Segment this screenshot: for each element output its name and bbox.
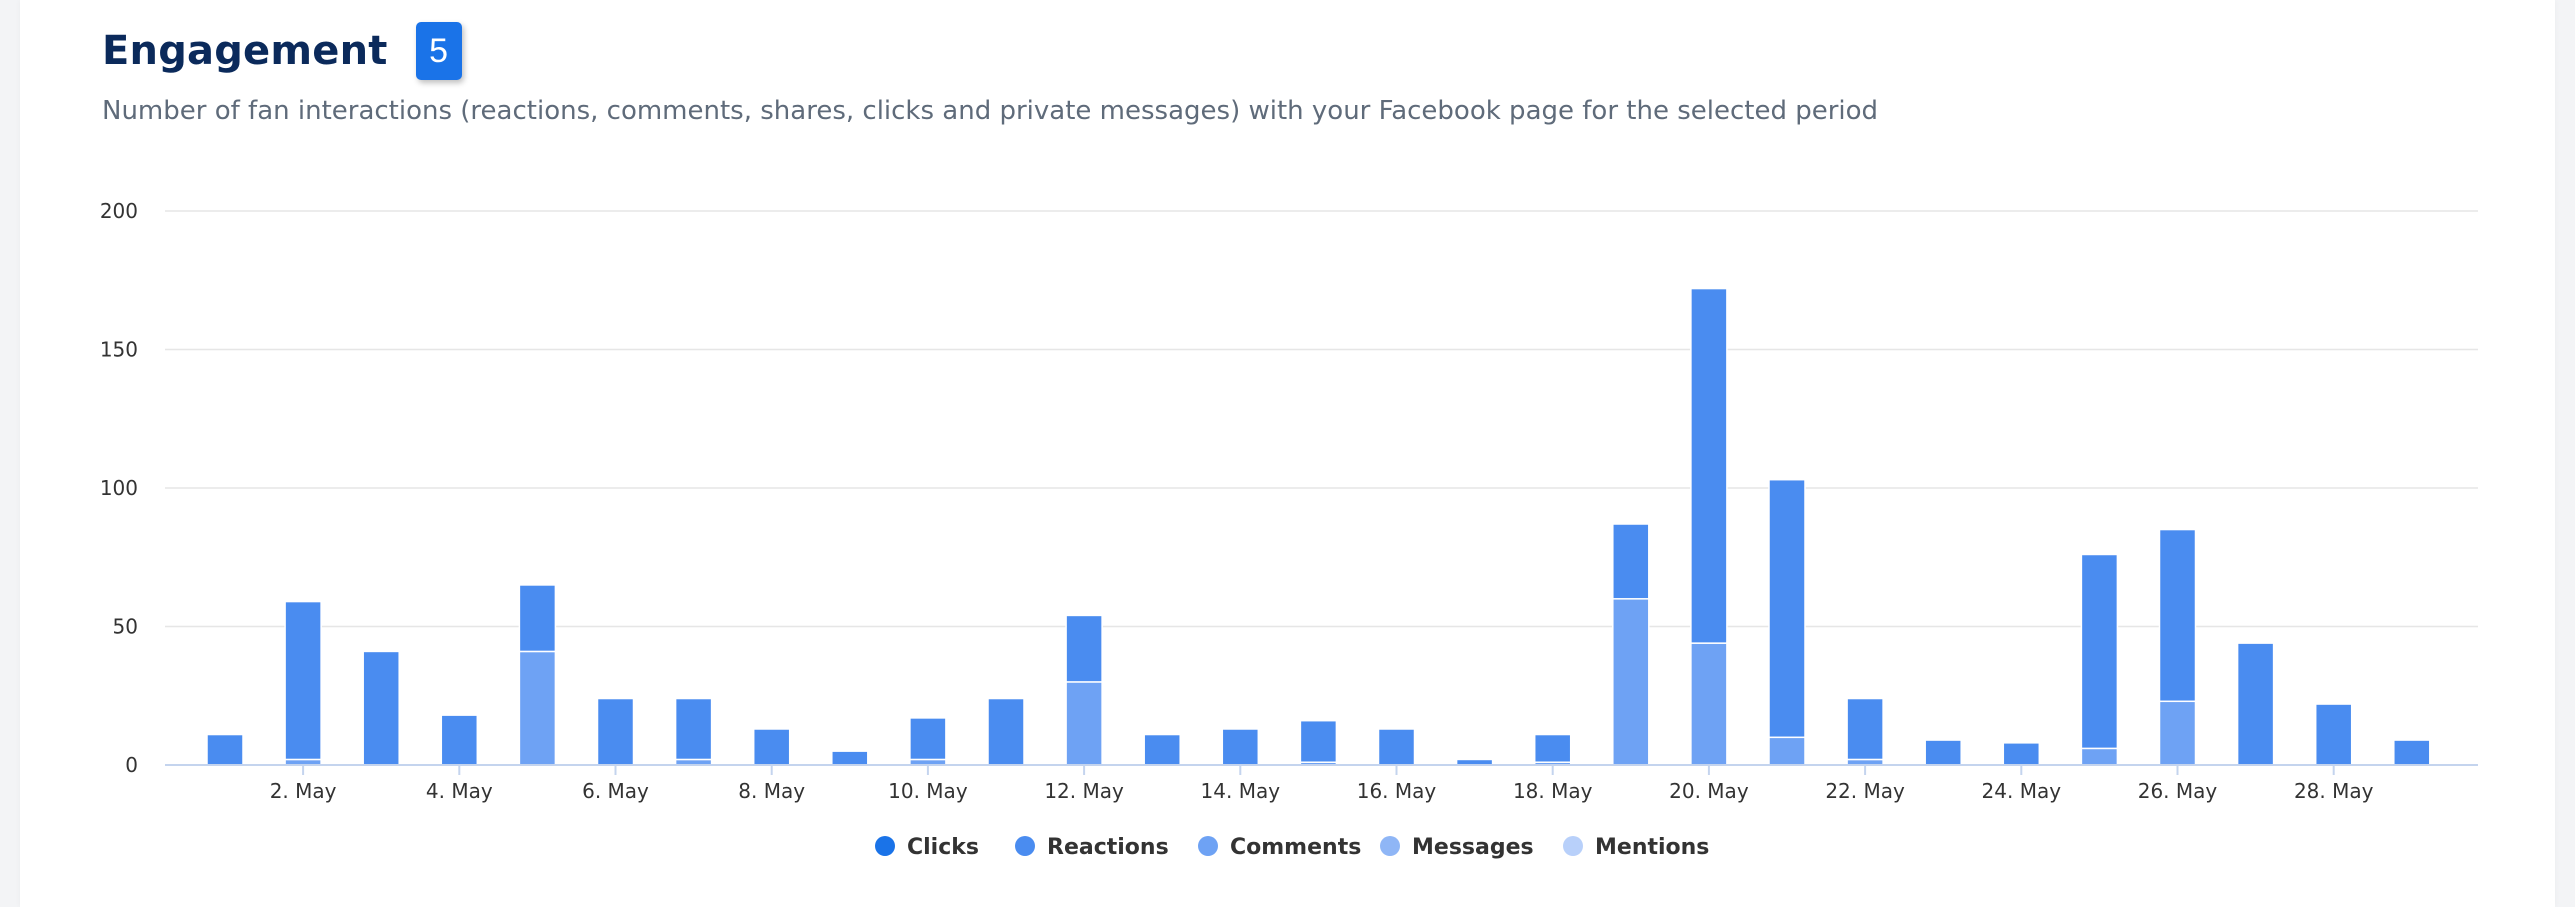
bar-reactions bbox=[1924, 739, 1962, 766]
legend-item-comments[interactable]: Comments bbox=[1198, 835, 1361, 860]
legend-marker bbox=[1015, 836, 1035, 856]
bar-comments bbox=[2080, 747, 2119, 766]
bar-reactions bbox=[1299, 719, 1338, 763]
bar-reactions bbox=[831, 750, 869, 766]
x-tick-label: 6. May bbox=[582, 779, 649, 803]
bar-comments bbox=[1690, 642, 1728, 766]
bar-reactions bbox=[2158, 528, 2197, 703]
bar-comments bbox=[1065, 681, 1103, 766]
x-tick-label: 10. May bbox=[888, 779, 968, 803]
bar-reactions bbox=[674, 697, 713, 761]
card-subtitle: Number of fan interactions (reactions, c… bbox=[102, 96, 1879, 126]
y-tick-label: 200 bbox=[100, 199, 138, 223]
bar-reactions bbox=[362, 650, 400, 766]
legend-label: Clicks bbox=[907, 835, 979, 860]
x-tick-label: 20. May bbox=[1669, 779, 1749, 803]
bar-reactions bbox=[518, 584, 557, 653]
bar-reactions bbox=[1377, 728, 1416, 766]
y-tick-label: 50 bbox=[113, 615, 138, 639]
card-title: Engagement bbox=[102, 28, 388, 74]
bar-reactions bbox=[2236, 642, 2275, 766]
x-tick-label: 26. May bbox=[2138, 779, 2218, 803]
bar-comments bbox=[2158, 700, 2197, 766]
x-tick-label: 16. May bbox=[1357, 779, 1437, 803]
bar-reactions bbox=[440, 714, 479, 766]
legend-label: Mentions bbox=[1595, 835, 1709, 860]
score-badge: 5 bbox=[415, 22, 462, 80]
bar-reactions bbox=[596, 697, 635, 766]
legend-marker bbox=[1198, 836, 1218, 856]
legend-item-messages[interactable]: Messages bbox=[1380, 835, 1534, 860]
bar-reactions bbox=[987, 697, 1025, 766]
bar-reactions bbox=[1221, 728, 1260, 766]
x-tick-label: 14. May bbox=[1201, 779, 1281, 803]
bar-reactions bbox=[1846, 697, 1884, 761]
x-tick-label: 4. May bbox=[426, 779, 493, 803]
bar-reactions bbox=[1065, 614, 1103, 683]
bar-reactions bbox=[284, 600, 322, 761]
legend-item-mentions[interactable]: Mentions bbox=[1563, 835, 1709, 860]
bar-comments bbox=[518, 650, 557, 766]
x-tick-label: 8. May bbox=[738, 779, 805, 803]
bar-reactions bbox=[909, 717, 947, 761]
legend-marker bbox=[875, 836, 895, 856]
bar-reactions bbox=[1768, 478, 1806, 739]
legend-marker bbox=[1380, 836, 1400, 856]
x-tick-label: 24. May bbox=[1982, 779, 2062, 803]
card-header: Engagement 5 bbox=[102, 22, 462, 80]
bar-reactions bbox=[1533, 733, 1572, 763]
bar-reactions bbox=[2314, 703, 2353, 766]
bar-reactions bbox=[206, 733, 244, 766]
bar-reactions bbox=[1612, 523, 1650, 600]
x-tick-label: 12. May bbox=[1044, 779, 1124, 803]
legend-item-reactions[interactable]: Reactions bbox=[1015, 835, 1169, 860]
bar-reactions bbox=[2002, 742, 2041, 766]
y-tick-label: 0 bbox=[125, 753, 138, 777]
x-tick-label: 2. May bbox=[270, 779, 337, 803]
x-tick-label: 18. May bbox=[1513, 779, 1593, 803]
y-tick-label: 100 bbox=[100, 476, 138, 500]
x-tick-label: 22. May bbox=[1825, 779, 1905, 803]
y-tick-label: 150 bbox=[100, 338, 138, 362]
bar-comments bbox=[1768, 736, 1806, 766]
bar-reactions bbox=[752, 728, 791, 766]
legend-marker bbox=[1563, 836, 1583, 856]
legend-label: Comments bbox=[1230, 835, 1361, 860]
bar-reactions bbox=[2080, 553, 2119, 750]
legend-item-clicks[interactable]: Clicks bbox=[875, 835, 979, 860]
bar-reactions bbox=[1690, 287, 1728, 644]
legend-label: Messages bbox=[1412, 835, 1534, 860]
bar-comments bbox=[1612, 598, 1650, 766]
bar-reactions bbox=[1143, 733, 1181, 766]
bar-reactions bbox=[2393, 739, 2431, 766]
x-tick-label: 28. May bbox=[2294, 779, 2374, 803]
legend-label: Reactions bbox=[1047, 835, 1169, 860]
